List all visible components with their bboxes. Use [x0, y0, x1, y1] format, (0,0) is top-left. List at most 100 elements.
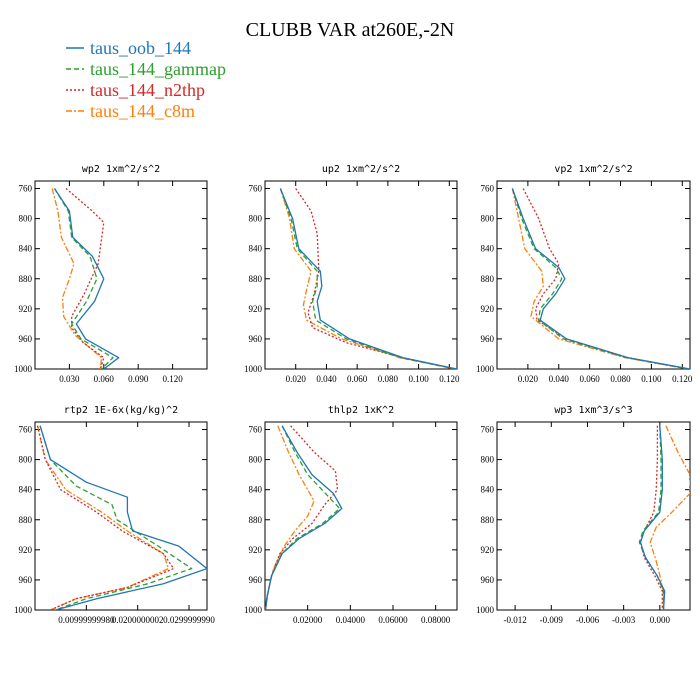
panel-title-up2: up2 1xm^2/s^2	[322, 164, 400, 175]
legend-label-taus_144_gammap: taus_144_gammap	[90, 59, 226, 79]
y-tick-label: 1000	[14, 605, 33, 615]
x-tick-label: -0.003	[612, 615, 636, 625]
series-line-taus_oob_144	[511, 188, 690, 369]
y-tick-label: 840	[19, 485, 33, 495]
y-tick-label: 760	[481, 184, 495, 194]
x-tick-label: 0.080	[610, 374, 631, 384]
x-tick-label: 0.04000	[336, 615, 366, 625]
panels: wp2 1xm^2/s^2 760 800 840 880 920 960 1000 0.030…	[14, 164, 693, 625]
y-tick-label: 880	[19, 515, 33, 525]
y-tick-label: 960	[249, 575, 263, 585]
series-line-taus_144_c8m	[511, 188, 689, 369]
panel-up2: up2 1xm^2/s^2 760 800 840 880 920 960 1000 0.020…	[244, 164, 460, 384]
panel-thlp2: thlp2 1xK^2 760 800 840 880 920 960 1000 0.02000…	[244, 405, 458, 625]
panel-title-wp2: wp2 1xm^2/s^2	[82, 164, 160, 175]
series-line-taus_144_gammap	[53, 188, 114, 369]
legend-item-taus_144_n2thp: taus_144_n2thp	[66, 80, 205, 100]
y-tick-label: 960	[249, 334, 263, 344]
y-tick-label: 760	[249, 184, 263, 194]
series-line-taus_144_c8m	[279, 188, 456, 369]
y-tick-label: 1000	[476, 364, 495, 374]
panel-title-rtp2: rtp2 1E-6x(kg/kg)^2	[64, 405, 178, 416]
series-line-taus_144_c8m	[36, 425, 170, 610]
x-tick-label: 0.06000	[378, 615, 408, 625]
series-line-taus_144_n2thp	[295, 188, 456, 369]
panel-title-wp3: wp3 1xm^3/s^3	[554, 405, 632, 416]
series-line-taus_144_n2thp	[522, 188, 689, 369]
panel-wp2: wp2 1xm^2/s^2 760 800 840 880 920 960 1000 0.030…	[14, 164, 208, 384]
y-tick-label: 920	[481, 304, 495, 314]
y-tick-label: 800	[481, 455, 495, 465]
y-tick-label: 880	[481, 515, 495, 525]
y-tick-label: 880	[481, 274, 495, 284]
plot-frame	[264, 180, 458, 370]
series-line-taus_144_n2thp	[265, 425, 339, 610]
plot-frame	[496, 421, 691, 611]
y-tick-label: 840	[19, 244, 33, 254]
x-tick-label: 0.120	[672, 374, 693, 384]
y-tick-label: 880	[249, 274, 263, 284]
y-tick-label: 840	[481, 485, 495, 495]
y-tick-label: 960	[481, 334, 495, 344]
y-tick-label: 760	[19, 425, 33, 435]
series-line-taus_144_gammap	[265, 425, 341, 610]
series-line-taus_oob_144	[39, 425, 207, 610]
y-tick-label: 1000	[476, 605, 495, 615]
series-line-taus_144_c8m	[51, 188, 103, 369]
y-tick-label: 800	[481, 214, 495, 224]
x-tick-label: 0.120	[439, 374, 460, 384]
plot-frame	[34, 180, 208, 370]
x-tick-label: 0.060	[347, 374, 368, 384]
legend-item-taus_144_c8m: taus_144_c8m	[66, 101, 195, 121]
y-tick-label: 960	[19, 575, 33, 585]
x-tick-label: 0.100	[408, 374, 429, 384]
plot-frame	[496, 180, 691, 370]
x-tick-label: 0.0299999990	[163, 615, 215, 625]
x-tick-label: 0.08000	[421, 615, 451, 625]
panel-vp2: vp2 1xm^2/s^2 760 800 840 880 920 960 1000 0.020…	[476, 164, 693, 384]
series-line-taus_144_c8m	[649, 425, 690, 610]
y-tick-label: 1000	[244, 605, 263, 615]
legend-label-taus_oob_144: taus_oob_144	[90, 38, 191, 58]
x-tick-label: 0.100	[641, 374, 662, 384]
x-tick-label: 0.040	[316, 374, 337, 384]
series-line-taus_144_gammap	[279, 188, 456, 369]
series-line-taus_144_n2thp	[639, 425, 663, 610]
y-tick-label: 1000	[14, 364, 33, 374]
legend-item-taus_oob_144: taus_oob_144	[66, 38, 191, 58]
y-tick-label: 920	[19, 545, 33, 555]
panel-title-vp2: vp2 1xm^2/s^2	[554, 164, 632, 175]
panel-wp3: wp3 1xm^3/s^3 760 800 840 880 920 960 1000 -0.01…	[476, 405, 691, 625]
x-tick-label: 0.020	[518, 374, 539, 384]
panel-rtp2: rtp2 1E-6x(kg/kg)^2 760 800 840 880 920 960 100…	[14, 405, 215, 625]
series-line-taus_oob_144	[639, 425, 666, 610]
x-tick-label: -0.012	[503, 615, 526, 625]
y-tick-label: 880	[19, 274, 33, 284]
y-tick-label: 840	[249, 485, 263, 495]
series-line-taus_144_gammap	[511, 188, 689, 369]
legend-item-taus_144_gammap: taus_144_gammap	[66, 59, 226, 79]
y-tick-label: 920	[249, 545, 263, 555]
legend: taus_oob_144 taus_144_gammap taus_144_n2…	[66, 38, 226, 121]
plot-frame	[264, 421, 458, 611]
series-line-taus_oob_144	[53, 188, 120, 369]
x-tick-label: 0.02000	[293, 615, 323, 625]
y-tick-label: 800	[249, 455, 263, 465]
y-tick-label: 760	[481, 425, 495, 435]
x-tick-label: 0.040	[549, 374, 570, 384]
x-tick-label: 0.080	[378, 374, 399, 384]
y-tick-label: 840	[249, 244, 263, 254]
y-tick-label: 800	[249, 214, 263, 224]
y-tick-label: 800	[19, 214, 33, 224]
x-tick-label: 0.090	[128, 374, 149, 384]
y-tick-label: 880	[249, 515, 263, 525]
figure-title: CLUBB VAR at260E,-2N	[246, 19, 455, 41]
y-tick-label: 800	[19, 455, 33, 465]
y-tick-label: 920	[249, 304, 263, 314]
x-tick-label: 0.00999999980	[58, 615, 115, 625]
panel-title-thlp2: thlp2 1xK^2	[328, 405, 394, 416]
y-tick-label: 920	[19, 304, 33, 314]
x-tick-label: 0.060	[580, 374, 601, 384]
y-tick-label: 920	[481, 545, 495, 555]
